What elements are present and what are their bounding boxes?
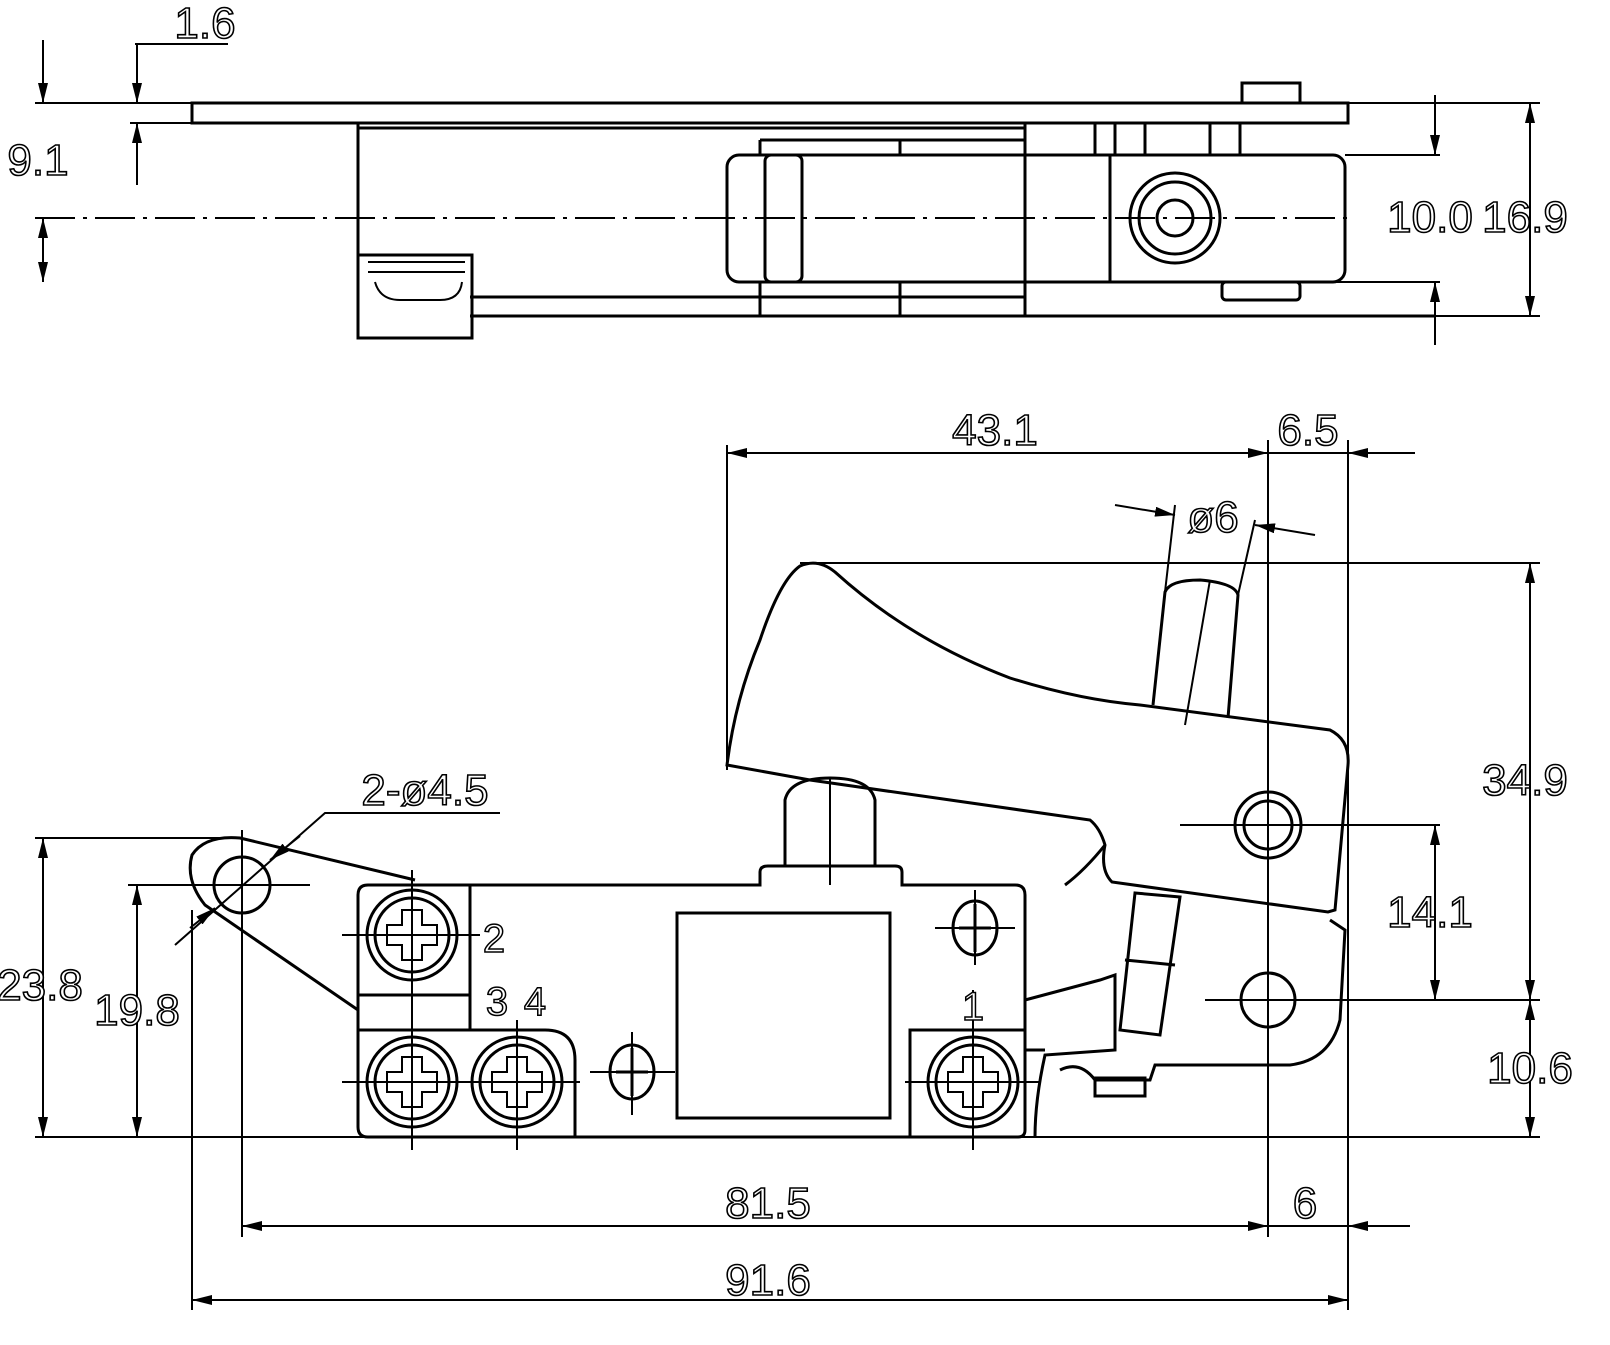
terminal-clip [356,253,474,340]
bottom-knob [1220,280,1302,302]
arrow [269,835,301,861]
dim-trigger-width: 10.0 [1387,193,1473,242]
mounting-plate [190,101,1350,125]
terminal-label-4: 4 [524,980,546,1024]
terminal-blocks [358,885,1025,1137]
adjust-rod [1118,891,1182,1037]
switch-body [356,864,1027,1139]
dim-d6-arrow [1254,523,1316,536]
dim-body-height: 19.8 [94,986,180,1035]
extension-lines [35,440,1540,1310]
terminal-label-2: 2 [483,917,505,961]
dim-lower-pivot-height: 10.6 [1487,1044,1573,1093]
dim-overall-length: 91.6 [725,1256,811,1305]
dim-trigger-height: 34.9 [1482,756,1568,805]
trigger [725,561,1350,914]
extension-lines [35,43,1540,317]
lock-pin [1151,578,1240,719]
dim-trigger-overhang: 6.5 [1277,406,1338,455]
arrow [189,907,216,929]
dim-d6-arrow [1114,504,1176,517]
dim-pin-diameter: ø6 [1187,493,1238,542]
terminal-label-1: 1 [962,985,984,1029]
terminal-label-3: 3 [486,980,508,1024]
dim-plate-to-center: 9.1 [7,136,68,185]
top-knob [1240,81,1302,105]
top-view: 1.6 9.1 10.0 16.9 [7,0,1569,345]
dim-mounting-holes: 2-ø4.5 [361,766,488,815]
dim-hole-height: 23.8 [0,961,83,1010]
front-view: 43.1 6.5 ø6 2-ø4.5 34.9 14.1 23.8 19.8 1… [0,405,1574,1310]
hole-leader [174,812,500,946]
dim-overall-height: 16.9 [1482,193,1568,242]
clip-detail [368,261,465,301]
dim-right-offset: 6 [1293,1179,1317,1228]
label-window [675,911,892,1120]
lower-housing [1024,918,1347,1138]
trigger-spring-line [1064,844,1107,887]
dim-hole-spacing: 81.5 [725,1179,811,1228]
switch-body-top [356,123,1435,338]
dim-pivot-offset: 14.1 [1387,888,1473,937]
dim-trigger-length: 43.1 [952,406,1038,455]
dim-plate-thickness: 1.6 [174,0,235,48]
housing-tab [1093,1076,1147,1098]
